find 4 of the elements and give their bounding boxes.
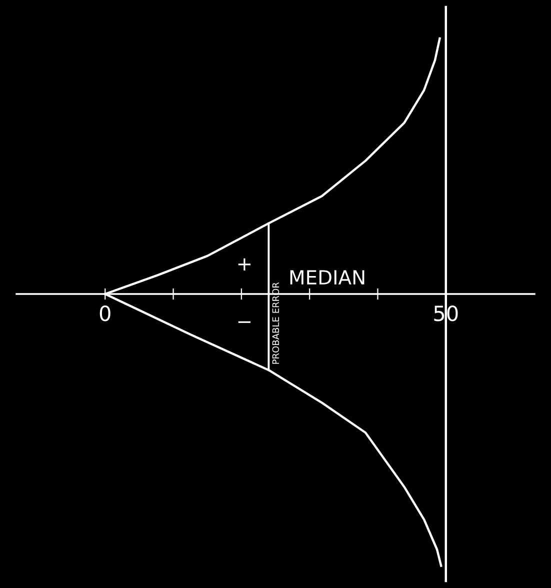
annotation: − bbox=[238, 321, 251, 323]
x-tick-label: 0 bbox=[100, 305, 110, 322]
annotation: MEDIAN bbox=[290, 270, 364, 284]
annotation: + bbox=[238, 258, 251, 271]
